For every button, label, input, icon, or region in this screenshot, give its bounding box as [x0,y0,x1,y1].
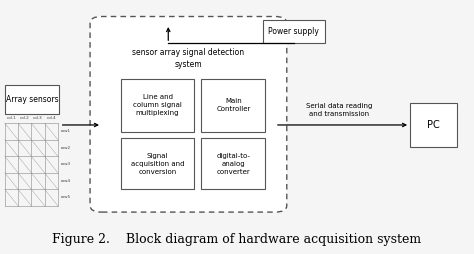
Text: row3: row3 [61,163,71,166]
Bar [201,79,265,132]
Text: PC: PC [428,120,440,130]
Text: digital-to-
analog
converter: digital-to- analog converter [217,153,250,175]
Text: Main
Controller: Main Controller [216,98,251,113]
Text: col.4: col.4 [46,116,56,120]
Text: Power supply: Power supply [268,27,319,36]
Text: row4: row4 [61,179,71,183]
FancyBboxPatch shape [90,17,287,212]
Text: Line and
column signal
multiplexing: Line and column signal multiplexing [133,94,182,116]
Bar [263,20,325,43]
Text: col.2: col.2 [20,116,29,120]
Text: Figure 2.    Block diagram of hardware acquisition system: Figure 2. Block diagram of hardware acqu… [53,233,421,246]
Text: row1: row1 [61,130,71,133]
Text: sensor array signal detection
system: sensor array signal detection system [132,48,245,69]
Bar [121,138,194,189]
Text: col.1: col.1 [7,116,16,120]
Bar [410,103,457,147]
Bar [121,79,194,132]
Text: Serial data reading
and transmission: Serial data reading and transmission [306,103,372,118]
Bar [201,138,265,189]
Text: Signal
acquisition and
conversion: Signal acquisition and conversion [131,153,184,175]
Text: col.3: col.3 [33,116,43,120]
Text: Array sensors: Array sensors [6,95,58,104]
Text: row2: row2 [61,146,71,150]
Bar [5,85,59,114]
Text: row5: row5 [61,196,71,199]
